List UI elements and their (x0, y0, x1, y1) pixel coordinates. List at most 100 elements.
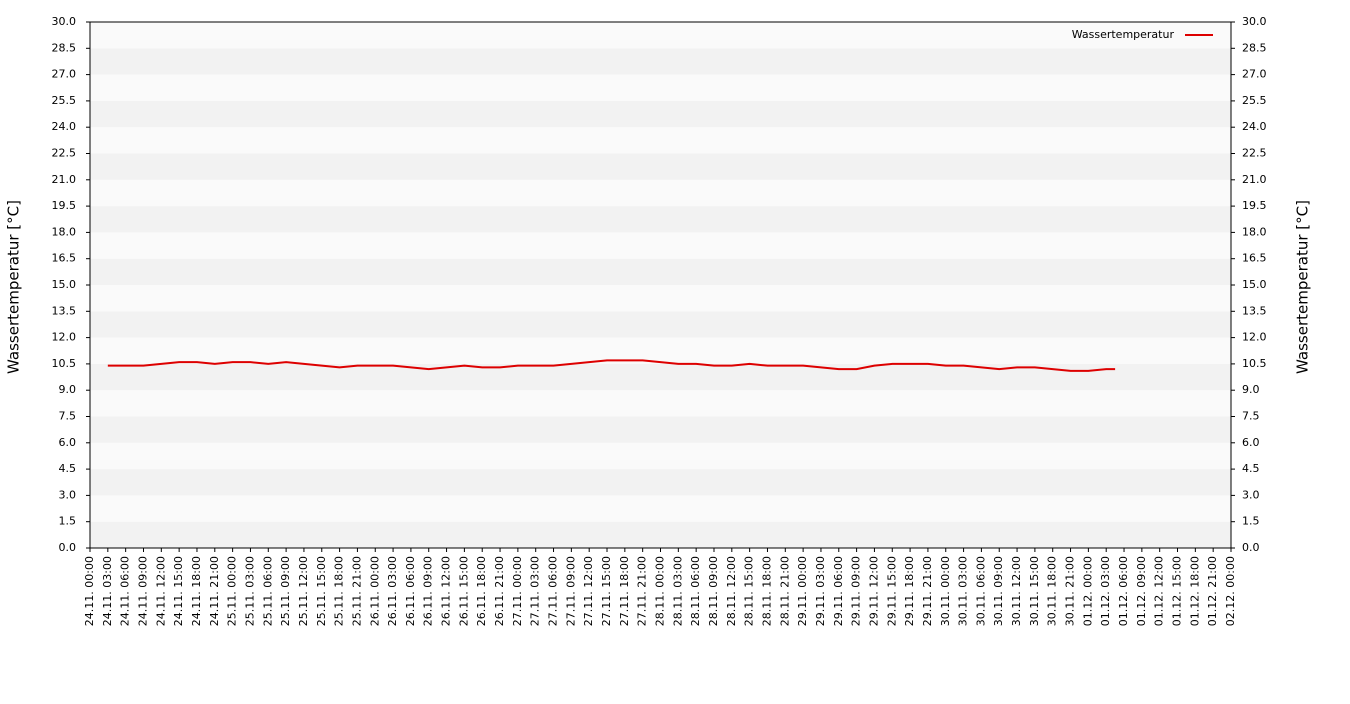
y2-tick-label: 0.0 (1242, 541, 1260, 554)
y-tick-label: 21.0 (52, 173, 77, 186)
y2-tick-label: 10.5 (1242, 357, 1267, 370)
y-tick-label: 28.5 (52, 41, 77, 54)
y2-tick-label: 15.0 (1242, 278, 1267, 291)
x-tick-label: 30.11. 09:00 (992, 556, 1005, 626)
x-tick-label: 24.11. 15:00 (172, 556, 185, 626)
legend-label: Wassertemperatur (1072, 28, 1175, 41)
grid-band (90, 74, 1231, 101)
grid-band (90, 311, 1231, 338)
y2-tick-label: 4.5 (1242, 462, 1260, 475)
x-tick-label: 28.11. 21:00 (778, 556, 791, 626)
y-tick-label: 18.0 (52, 225, 77, 238)
grid-band (90, 390, 1231, 417)
x-tick-label: 28.11. 00:00 (654, 556, 667, 626)
x-tick-label: 01.12. 18:00 (1188, 556, 1201, 626)
x-tick-label: 27.11. 12:00 (582, 556, 595, 626)
y-tick-label: 13.5 (52, 304, 77, 317)
grid-band (90, 232, 1231, 259)
grid-band (90, 442, 1231, 470)
x-tick-label: 01.12. 00:00 (1081, 556, 1094, 626)
x-tick-label: 24.11. 00:00 (83, 556, 96, 626)
y-tick-label: 25.5 (52, 94, 77, 107)
grid-band (90, 521, 1231, 548)
y-tick-label: 3.0 (59, 488, 77, 501)
x-tick-label: 27.11. 15:00 (600, 556, 613, 626)
x-tick-label: 30.11. 06:00 (974, 556, 987, 626)
grid-band (90, 206, 1231, 233)
x-tick-label: 28.11. 15:00 (743, 556, 756, 626)
y-tick-label: 1.5 (59, 515, 77, 528)
y-tick-label: 19.5 (52, 199, 77, 212)
y2-tick-label: 12.0 (1242, 331, 1267, 344)
x-tick-label: 25.11. 00:00 (226, 556, 239, 626)
x-tick-label: 25.11. 03:00 (243, 556, 256, 626)
y2-tick-label: 6.0 (1242, 436, 1260, 449)
x-tick-label: 26.11. 09:00 (422, 556, 435, 626)
x-tick-label: 29.11. 12:00 (867, 556, 880, 626)
x-tick-label: 01.12. 09:00 (1135, 556, 1148, 626)
x-tick-label: 01.12. 21:00 (1206, 556, 1219, 626)
grid-band (90, 469, 1231, 496)
data-line (107, 359, 1116, 372)
grid-band (90, 179, 1231, 207)
x-tick-label: 25.11. 18:00 (333, 556, 346, 626)
x-tick-label: 01.12. 03:00 (1099, 556, 1112, 626)
x-tick-label: 28.11. 06:00 (689, 556, 702, 626)
x-tick-label: 25.11. 06:00 (261, 556, 274, 626)
x-tick-label: 01.12. 15:00 (1171, 556, 1184, 626)
y2-tick-label: 28.5 (1242, 41, 1267, 54)
x-tick-label: 24.11. 06:00 (119, 556, 132, 626)
y2-tick-label: 1.5 (1242, 515, 1260, 528)
x-tick-label: 26.11. 21:00 (493, 556, 506, 626)
x-tick-label: 26.11. 00:00 (368, 556, 381, 626)
grid-band (90, 285, 1231, 312)
y-tick-label: 6.0 (59, 436, 77, 449)
x-tick-label: 25.11. 15:00 (315, 556, 328, 626)
x-tick-label: 30.11. 12:00 (1010, 556, 1023, 626)
x-tick-label: 29.11. 15:00 (885, 556, 898, 626)
y-tick-label: 10.5 (52, 357, 77, 370)
x-tick-label: 30.11. 18:00 (1046, 556, 1059, 626)
grid-band (90, 22, 1231, 49)
x-tick-label: 30.11. 21:00 (1064, 556, 1077, 626)
x-tick-label: 26.11. 12:00 (440, 556, 453, 626)
y2-tick-label: 13.5 (1242, 304, 1267, 317)
grid-band (90, 100, 1231, 128)
x-tick-label: 25.11. 09:00 (279, 556, 292, 626)
x-tick-label: 25.11. 21:00 (350, 556, 363, 626)
y-tick-label: 4.5 (59, 462, 77, 475)
x-tick-label: 27.11. 18:00 (618, 556, 631, 626)
y-tick-label: 27.0 (52, 68, 77, 81)
y-tick-label: 15.0 (52, 278, 77, 291)
grid-band (90, 495, 1231, 522)
x-tick-label: 27.11. 00:00 (511, 556, 524, 626)
y2-tick-label: 19.5 (1242, 199, 1267, 212)
grid-band (90, 258, 1231, 285)
y2-tick-label: 7.5 (1242, 410, 1260, 423)
x-tick-label: 01.12. 12:00 (1153, 556, 1166, 626)
x-tick-label: 30.11. 15:00 (1028, 556, 1041, 626)
grid-band (90, 363, 1231, 391)
grid-band (90, 337, 1231, 364)
grid-band (90, 416, 1231, 443)
y-tick-label: 12.0 (52, 331, 77, 344)
x-tick-label: 29.11. 18:00 (903, 556, 916, 626)
x-tick-label: 24.11. 12:00 (154, 556, 167, 626)
y2-tick-label: 25.5 (1242, 94, 1267, 107)
y2-tick-label: 24.0 (1242, 120, 1267, 133)
y2-tick-label: 22.5 (1242, 147, 1267, 160)
y2-axis-title: Wassertemperatur [°C] (1294, 200, 1312, 374)
x-tick-label: 24.11. 09:00 (136, 556, 149, 626)
x-tick-label: 28.11. 03:00 (671, 556, 684, 626)
x-tick-label: 28.11. 09:00 (707, 556, 720, 626)
x-tick-label: 02.12. 00:00 (1224, 556, 1237, 626)
plot-frame (89, 21, 1232, 549)
x-tick-label: 27.11. 09:00 (564, 556, 577, 626)
x-tick-label: 30.11. 00:00 (939, 556, 952, 626)
y-axis-title: Wassertemperatur [°C] (5, 200, 23, 374)
x-tick-label: 25.11. 12:00 (297, 556, 310, 626)
y2-tick-label: 18.0 (1242, 225, 1267, 238)
x-tick-label: 27.11. 03:00 (529, 556, 542, 626)
